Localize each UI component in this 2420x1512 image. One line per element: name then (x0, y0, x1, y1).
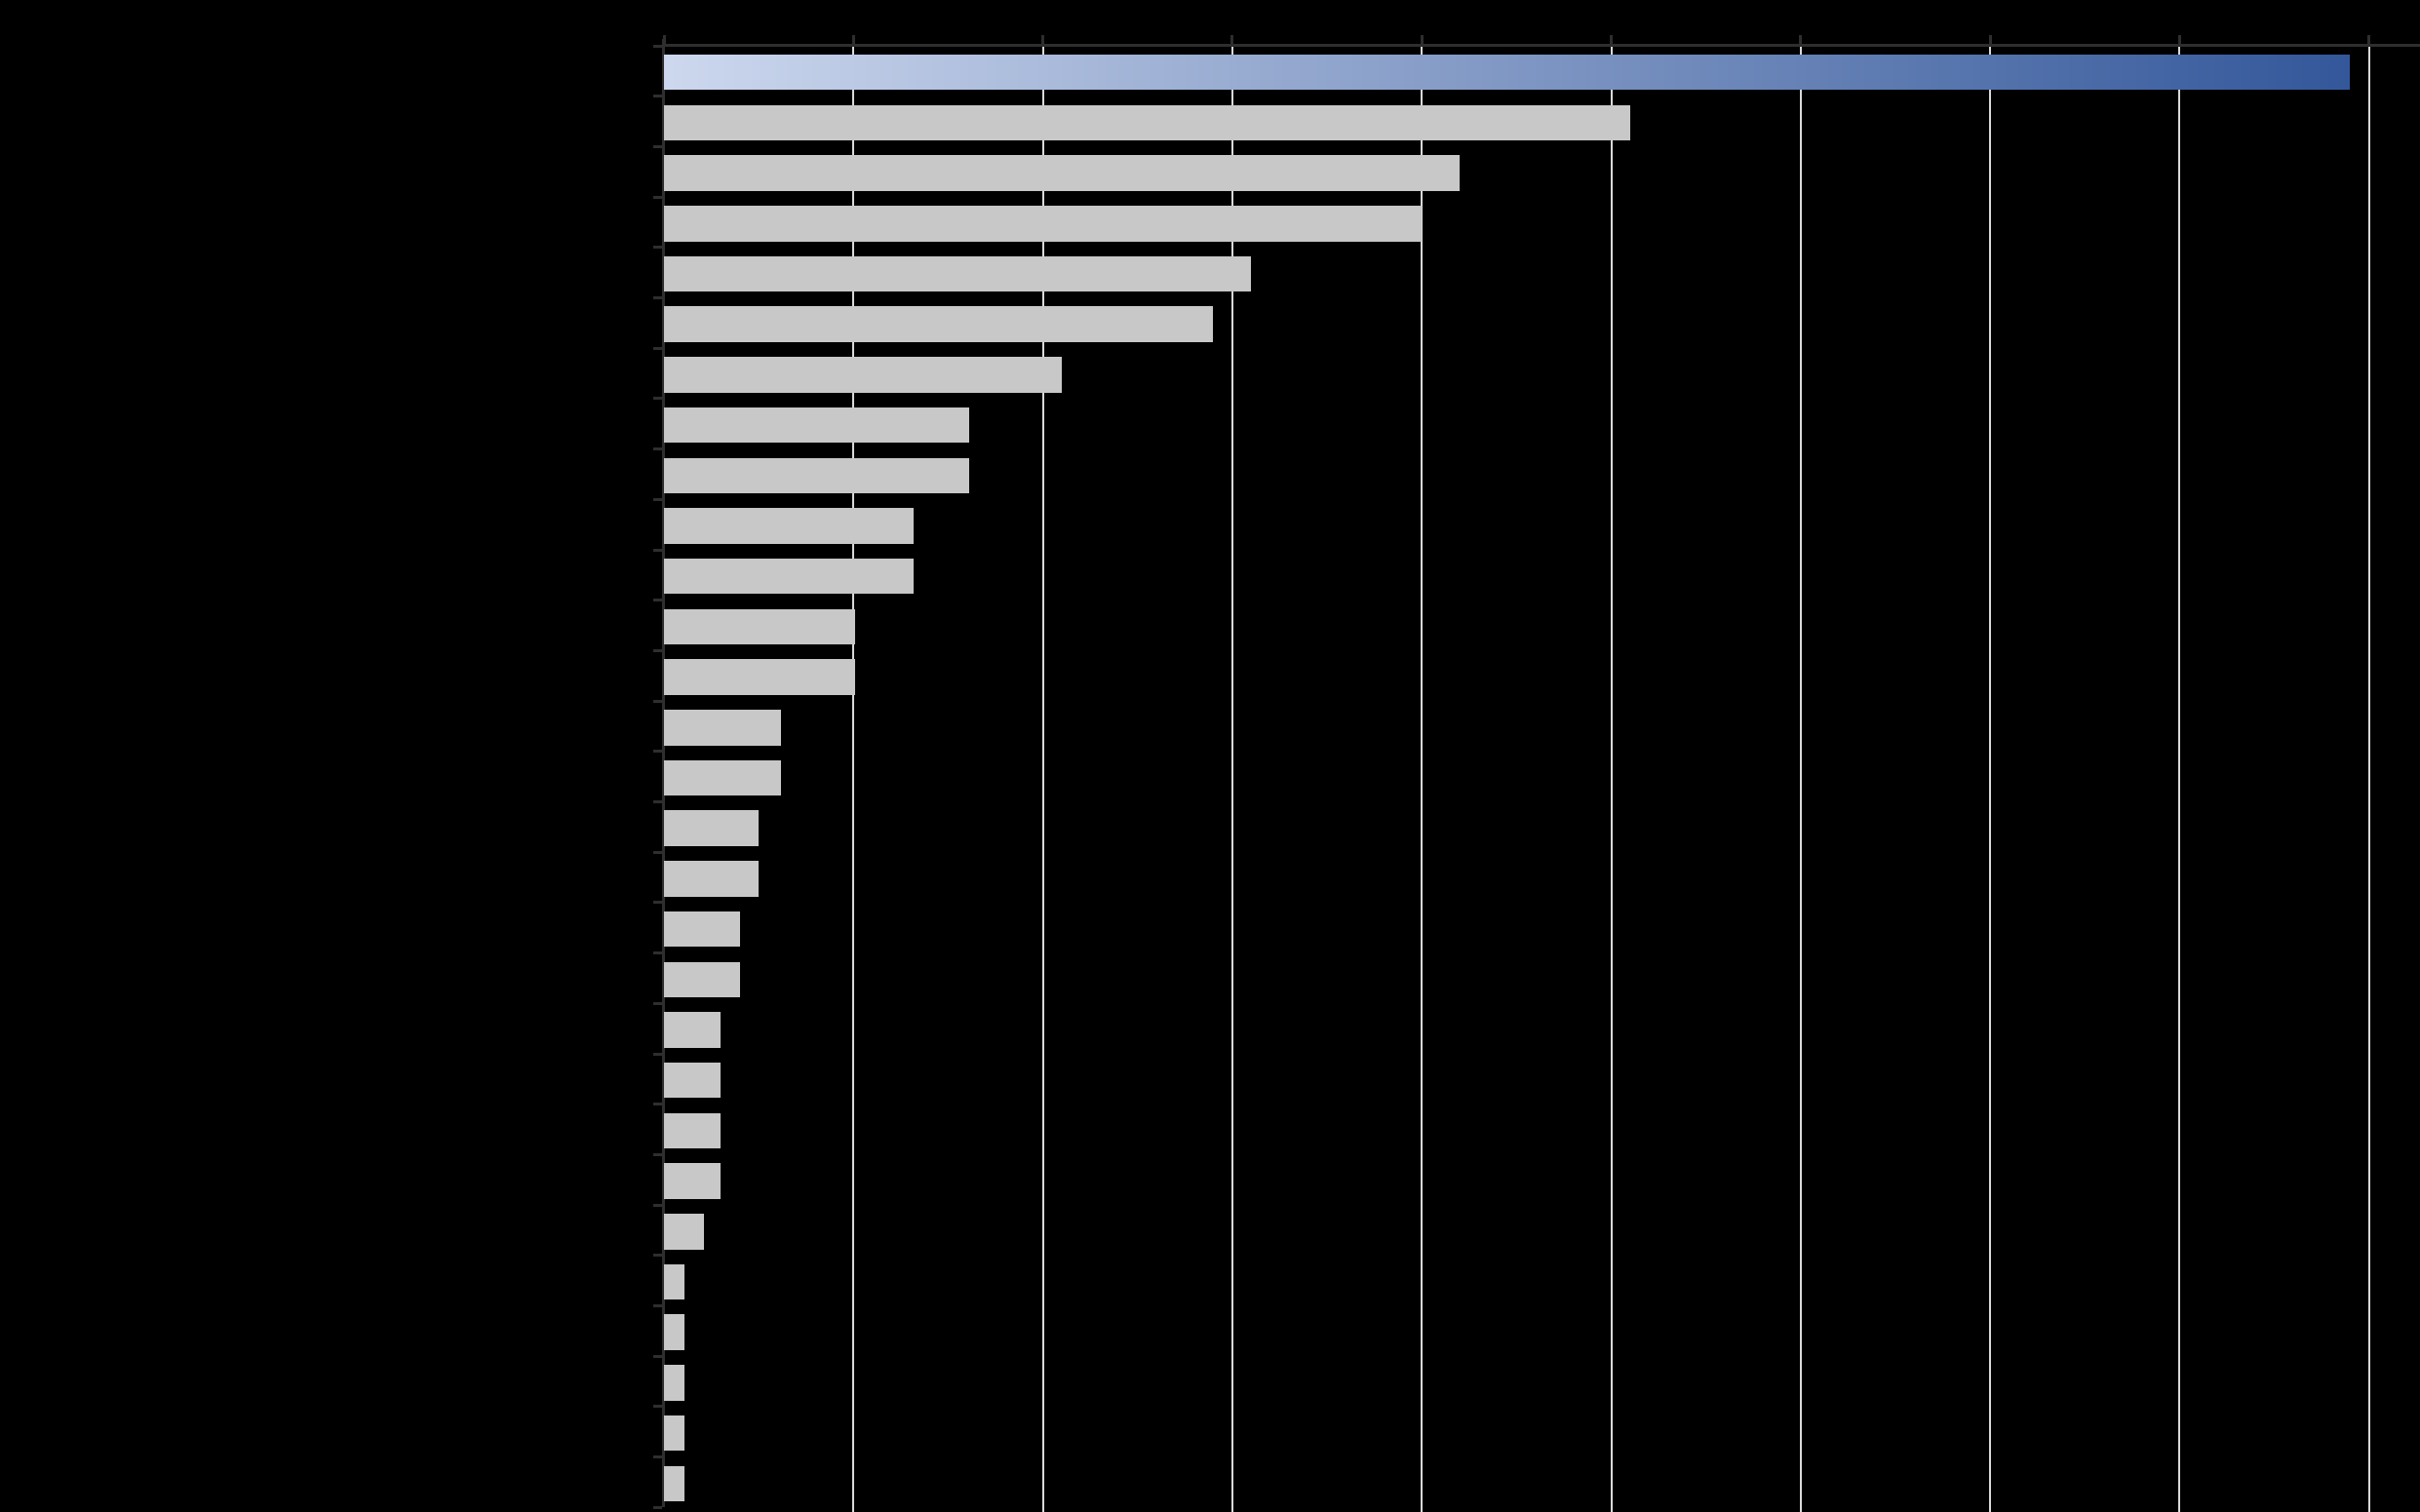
bar (664, 306, 1214, 342)
bar (664, 508, 915, 544)
y-axis-tick (653, 800, 662, 803)
bar (664, 1012, 722, 1048)
bar (664, 608, 856, 645)
bar (664, 810, 760, 846)
x-axis-tick (2177, 35, 2181, 46)
y-axis-tick (653, 648, 662, 652)
bar (664, 1214, 704, 1250)
y-axis-tick (653, 447, 662, 451)
x-axis-tick (2367, 35, 2371, 46)
x-axis-spine (662, 44, 2420, 47)
bar (664, 659, 856, 695)
bar (664, 558, 915, 595)
bar (664, 155, 1461, 191)
x-gridline (1610, 46, 1613, 1512)
y-axis-tick (653, 850, 662, 854)
bar (664, 1314, 685, 1350)
y-axis-tick (653, 1152, 662, 1156)
bar (664, 1365, 685, 1401)
x-axis-tick (662, 35, 666, 46)
highlighted-bar (664, 54, 2351, 91)
y-axis-tick (653, 296, 662, 299)
y-axis-tick (653, 1052, 662, 1056)
bar (664, 1263, 685, 1300)
y-axis-tick (653, 1354, 662, 1358)
y-axis-tick (653, 750, 662, 754)
bar (664, 1062, 722, 1099)
bar (664, 961, 740, 997)
bar (664, 710, 782, 746)
bar (664, 206, 1423, 242)
y-axis-tick (653, 1505, 662, 1509)
y-axis-spine (662, 39, 665, 1507)
y-axis-tick (653, 599, 662, 602)
y-axis-tick (653, 95, 662, 98)
bar (664, 1415, 685, 1452)
y-axis-tick (653, 1405, 662, 1409)
x-axis-tick (1610, 35, 1613, 46)
y-axis-tick (653, 246, 662, 250)
bar (664, 357, 1063, 393)
y-axis-tick (653, 346, 662, 350)
y-axis-tick (653, 1304, 662, 1307)
y-axis-tick (653, 144, 662, 148)
x-axis-tick (1230, 35, 1234, 46)
x-gridline (2178, 46, 2181, 1512)
y-axis-tick (653, 699, 662, 703)
bar (664, 407, 969, 444)
bar (664, 457, 969, 493)
bar (664, 104, 1630, 141)
x-gridline (1989, 46, 1992, 1512)
bar (664, 759, 782, 796)
y-axis-tick (653, 1001, 662, 1005)
x-gridline (1041, 46, 1044, 1512)
x-gridline (1421, 46, 1424, 1512)
y-axis-tick (653, 397, 662, 401)
x-gridline (2367, 46, 2370, 1512)
y-axis-tick (653, 44, 662, 48)
x-gridline (1799, 46, 1802, 1512)
x-axis-tick (851, 35, 855, 46)
y-axis-tick (653, 548, 662, 552)
bar (664, 1112, 722, 1149)
x-axis-tick (1041, 35, 1045, 46)
x-axis-tick (1799, 35, 1803, 46)
y-axis-tick (653, 1254, 662, 1258)
x-gridline (852, 46, 855, 1512)
y-axis-tick (653, 497, 662, 501)
bar (664, 1465, 685, 1501)
x-axis-tick (1420, 35, 1424, 46)
bar (664, 861, 760, 897)
y-axis-tick (653, 951, 662, 955)
x-gridline (1230, 46, 1233, 1512)
y-axis-tick (653, 901, 662, 905)
y-axis-tick (653, 1103, 662, 1106)
y-axis-tick (653, 195, 662, 199)
bar (664, 255, 1252, 292)
x-axis-tick (1988, 35, 1992, 46)
bar (664, 1163, 722, 1199)
bar (664, 911, 740, 948)
y-axis-tick (653, 1455, 662, 1459)
y-axis-tick (653, 1203, 662, 1207)
